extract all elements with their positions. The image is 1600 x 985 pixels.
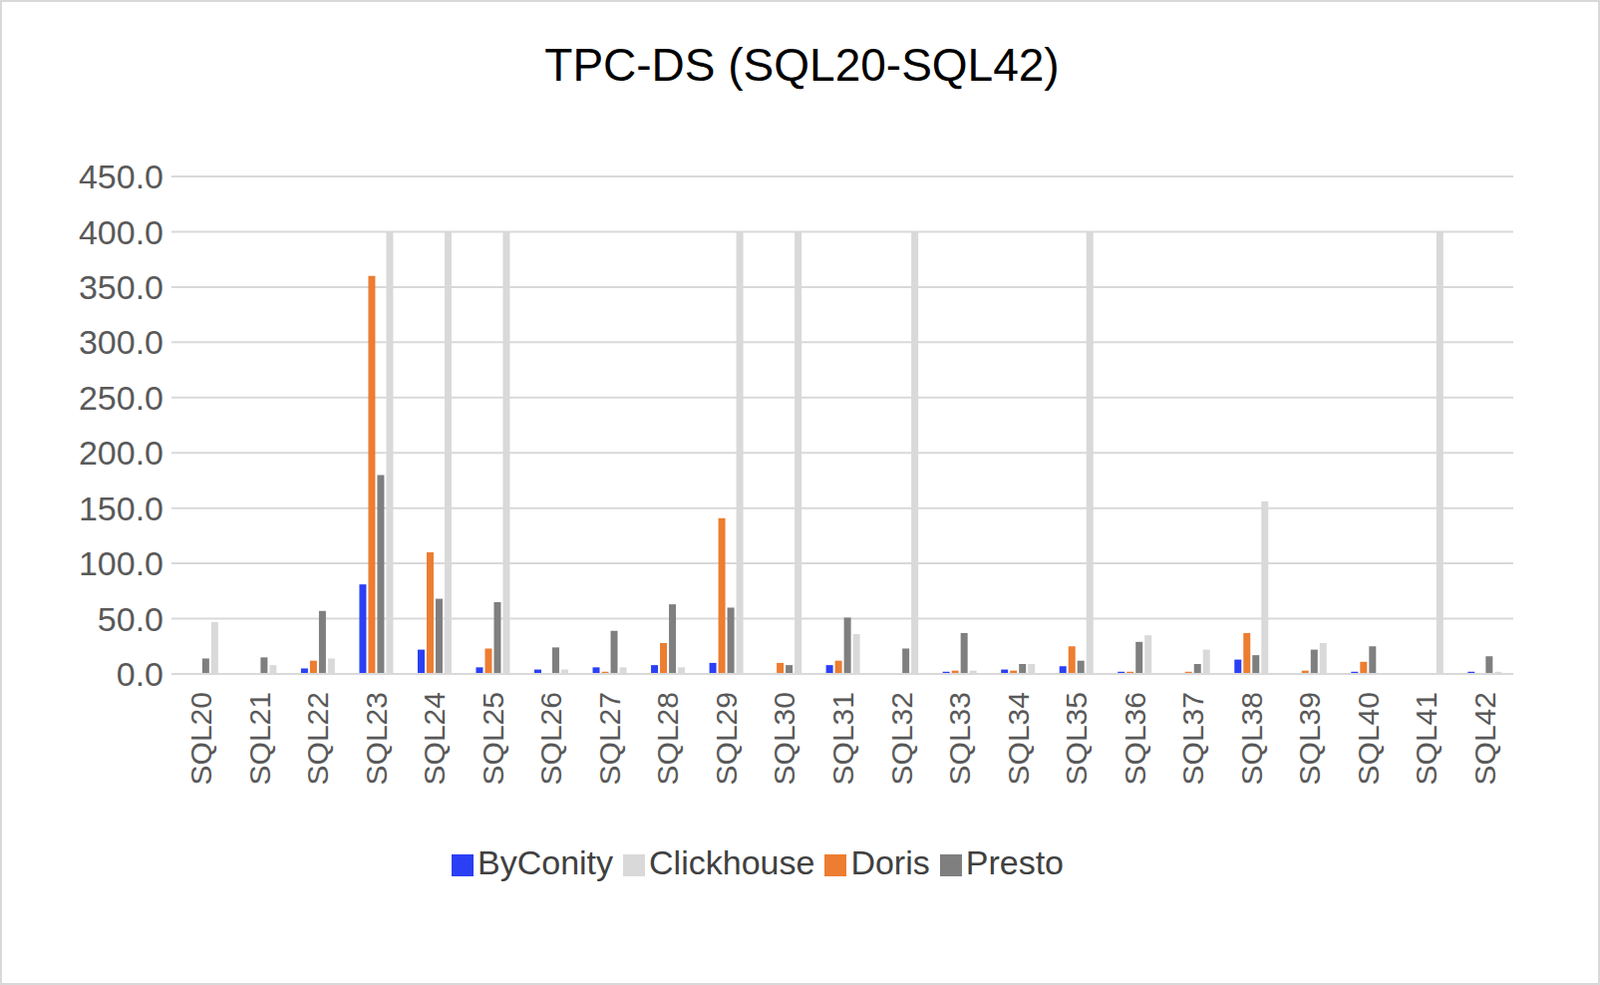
svg-text:SQL42: SQL42 <box>1468 691 1502 785</box>
svg-text:SQL29: SQL29 <box>709 691 743 785</box>
svg-text:0.0: 0.0 <box>116 654 164 693</box>
html-text:TPC-DS (SQL20-SQL42): TPC-DS (SQL20-SQL42) <box>544 38 1060 91</box>
svg-text:SQL38: SQL38 <box>1235 691 1269 785</box>
svg-text:200.0: 200.0 <box>78 433 164 472</box>
svg-text:SQL35: SQL35 <box>1059 691 1093 785</box>
svg-text:SQL25: SQL25 <box>476 691 510 785</box>
svg-text:SQL28: SQL28 <box>650 691 684 785</box>
svg-text:SQL41: SQL41 <box>1409 691 1443 785</box>
svg-text:SQL30: SQL30 <box>767 691 801 785</box>
svg-text:SQL22: SQL22 <box>301 691 334 785</box>
svg-text:450.0: 450.0 <box>78 157 164 196</box>
svg-text:SQL26: SQL26 <box>534 691 568 785</box>
svg-text:SQL27: SQL27 <box>593 691 627 785</box>
svg-text:SQL36: SQL36 <box>1118 691 1152 785</box>
svg-text:SQL33: SQL33 <box>943 691 976 785</box>
svg-text:SQL31: SQL31 <box>826 691 860 785</box>
svg-text:100.0: 100.0 <box>78 544 164 583</box>
svg-text:300.0: 300.0 <box>78 322 164 361</box>
svg-text:150.0: 150.0 <box>78 489 164 528</box>
svg-text:SQL20: SQL20 <box>184 691 218 785</box>
svg-text:SQL21: SQL21 <box>243 691 277 785</box>
svg-text:SQL39: SQL39 <box>1292 691 1326 785</box>
svg-text:SQL32: SQL32 <box>885 691 919 785</box>
svg-text:350.0: 350.0 <box>78 268 164 307</box>
html-text:ByConity: ByConity <box>477 843 614 882</box>
svg-text:SQL24: SQL24 <box>417 691 451 785</box>
svg-text:250.0: 250.0 <box>78 378 164 417</box>
svg-text:SQL34: SQL34 <box>1001 691 1035 785</box>
svg-text:SQL23: SQL23 <box>359 691 393 785</box>
svg-text:SQL37: SQL37 <box>1176 691 1210 785</box>
svg-text:SQL40: SQL40 <box>1351 691 1385 785</box>
html-text:Doris: Doris <box>850 843 930 882</box>
html-text:Presto: Presto <box>965 843 1064 882</box>
svg-text:400.0: 400.0 <box>78 213 164 252</box>
svg-text:50.0: 50.0 <box>97 600 164 639</box>
html-text:Clickhouse: Clickhouse <box>649 843 815 882</box>
